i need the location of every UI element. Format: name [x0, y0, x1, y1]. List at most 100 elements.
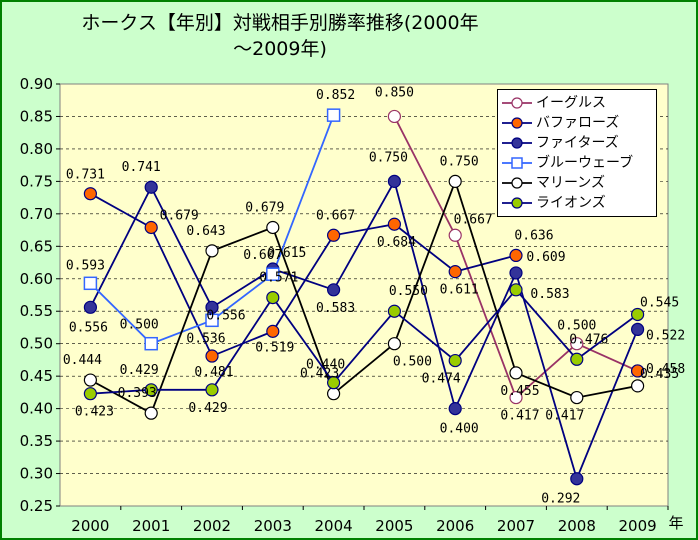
y-tick-label: 0.90	[20, 75, 53, 93]
series-6-data-label: 0.423	[75, 405, 114, 420]
series-6-point	[509, 283, 523, 297]
x-tick-label: 2002	[193, 517, 231, 535]
series-3-point	[448, 402, 462, 416]
series-1-data-label: 0.667	[454, 212, 493, 227]
series-2-point	[266, 324, 280, 338]
series-5-data-label: 0.643	[186, 224, 225, 239]
legend-swatch	[502, 157, 532, 169]
series-3-point	[327, 283, 341, 297]
legend-item-5: マリーンズ	[498, 173, 656, 193]
series-2-data-label: 0.481	[194, 365, 233, 380]
y-tick-label: 0.65	[20, 237, 53, 255]
series-6-point	[570, 352, 584, 366]
chart-title-line-2: ～2009年)	[233, 38, 327, 60]
chart-legend: イーグルス バファローズ ファイターズ ブルーウェーブ マリーンズ ライオンズ	[497, 89, 657, 217]
series-4-data-label: 0.607	[243, 248, 282, 263]
y-tick-label: 0.70	[20, 205, 53, 223]
series-2-point	[448, 265, 462, 279]
series-6-data-label: 0.474	[422, 372, 461, 387]
series-6-point	[327, 376, 341, 390]
series-3-point	[630, 322, 645, 337]
series-4-point	[326, 108, 341, 122]
series-3-data-label: 0.556	[206, 308, 245, 323]
series-2-point	[327, 228, 341, 242]
series-6-point	[630, 307, 645, 322]
legend-swatch	[502, 97, 532, 109]
series-5-point	[205, 244, 219, 258]
chart-title: ホークス【年別】対戦相手別勝率推移(2000年 ～2009年)	[20, 10, 540, 62]
series-3-point	[205, 300, 219, 314]
x-axis-label: 年	[668, 514, 683, 532]
series-2-point	[83, 187, 98, 201]
x-tick-label: 2004	[315, 517, 353, 535]
series-1-data-label: 0.500	[557, 319, 596, 334]
series-3-data-label: 0.292	[541, 492, 580, 507]
series-4-data-label: 0.852	[316, 88, 355, 103]
series-5-point	[509, 366, 523, 380]
legend-swatch	[502, 137, 532, 149]
chart-title-line-1: ホークス【年別】対戦相手別勝率推移(2000年	[81, 12, 479, 34]
series-6-data-label: 0.550	[389, 284, 428, 299]
series-2-point	[509, 248, 523, 262]
legend-label: ファイターズ	[536, 135, 619, 151]
series-6-point	[266, 290, 280, 305]
series-6-point	[387, 304, 401, 318]
series-1-point	[570, 337, 584, 351]
series-2-data-label: 0.684	[377, 235, 416, 250]
x-tick-label: 2000	[71, 517, 109, 535]
series-6-data-label: 0.545	[640, 295, 679, 310]
series-6-line	[90, 288, 639, 395]
series-1-point	[387, 109, 401, 124]
series-5-data-label: 0.444	[63, 353, 102, 368]
series-6-data-label: 0.571	[259, 271, 298, 286]
y-tick-label: 0.30	[20, 465, 53, 483]
series-5-data-label: 0.417	[545, 409, 584, 424]
legend-item-2: バファローズ	[498, 113, 656, 133]
series-3-data-label: 0.400	[440, 422, 479, 437]
series-5-point	[83, 373, 98, 387]
y-tick-label: 0.85	[20, 107, 53, 125]
series-2-point	[387, 217, 401, 231]
series-6-point	[205, 383, 219, 397]
series-6-data-label: 0.429	[120, 363, 159, 378]
series-6-data-label: 0.583	[530, 287, 569, 302]
series-3-point	[570, 472, 584, 486]
y-tick-label: 0.55	[20, 302, 53, 320]
series-4-data-label: 0.593	[66, 258, 105, 273]
legend-item-1: イーグルス	[498, 93, 656, 113]
series-6-data-label: 0.440	[306, 358, 345, 373]
series-3-point	[83, 300, 98, 314]
series-6-point	[83, 387, 98, 401]
series-5-point	[448, 174, 462, 188]
series-2-data-label: 0.611	[440, 283, 479, 298]
series-2-data-label: 0.458	[646, 362, 685, 377]
legend-label: マリーンズ	[536, 175, 606, 191]
series-5-point	[570, 390, 584, 405]
y-tick-label: 0.40	[20, 400, 53, 418]
x-tick-label: 2008	[558, 517, 596, 535]
y-tick-label: 0.50	[20, 335, 53, 353]
series-4-data-label: 0.500	[120, 318, 159, 333]
x-tick-label: 2001	[132, 517, 170, 535]
series-2-data-label: 0.731	[66, 168, 105, 183]
x-tick-label: 2007	[497, 517, 535, 535]
legend-label: イーグルス	[536, 95, 606, 111]
series-4-point	[205, 313, 219, 328]
series-4-point	[266, 267, 280, 281]
series-5-data-label: 0.423	[300, 367, 339, 382]
series-4-point	[83, 276, 98, 291]
series-2-line	[89, 192, 517, 358]
series-6-data-label: 0.429	[188, 401, 227, 416]
series-4-data-label: 0.536	[186, 331, 225, 346]
series-2-data-label: 0.519	[255, 340, 294, 355]
series-2-data-label: 0.636	[514, 228, 553, 243]
series-3-data-label: 0.741	[122, 160, 161, 175]
x-tick-label: 2005	[375, 517, 413, 535]
legend-item-6: ライオンズ	[498, 193, 656, 213]
series-5-point	[630, 379, 645, 393]
series-5-point	[387, 337, 401, 351]
series-2-point	[205, 349, 219, 363]
series-3-point	[144, 180, 158, 194]
series-5-point	[327, 387, 341, 401]
